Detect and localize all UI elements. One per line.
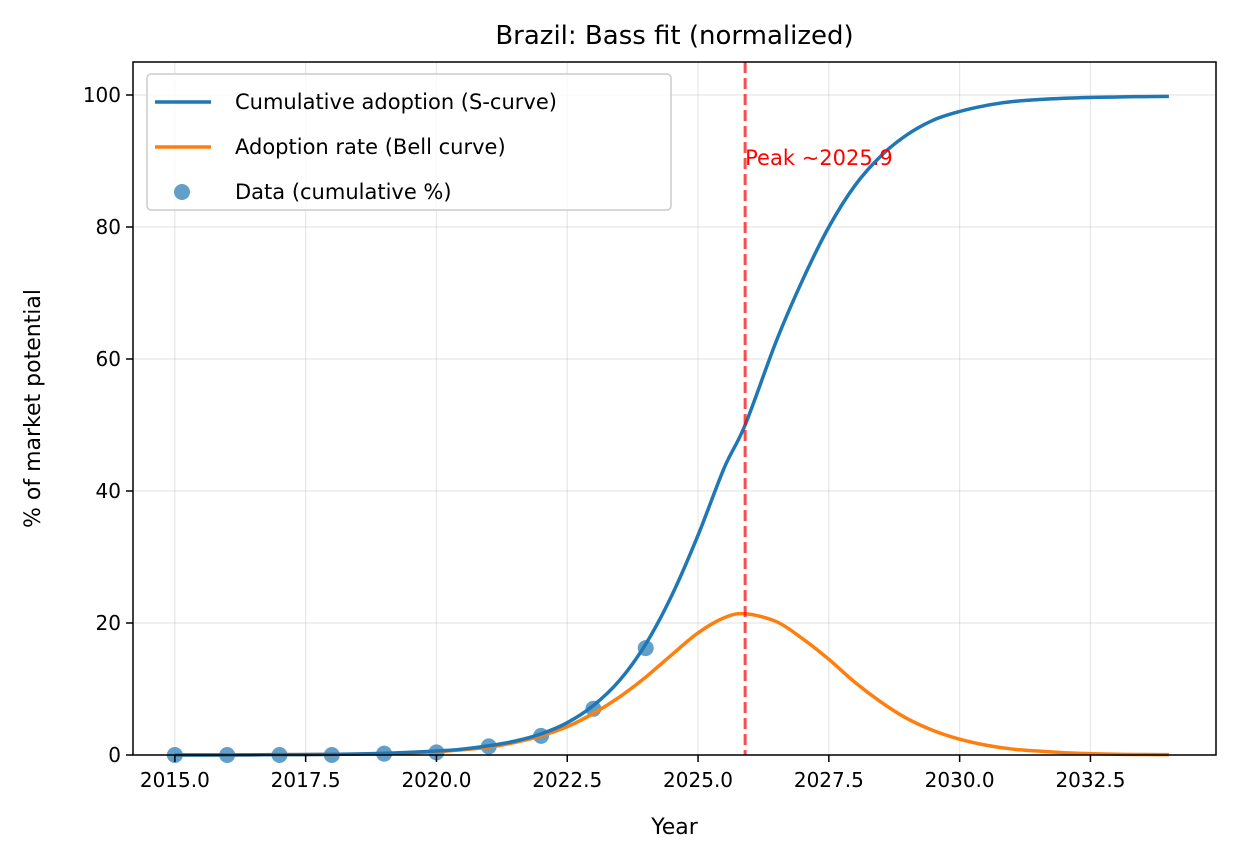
cumulative-adoption-line (174, 94, 1169, 757)
annotation-layer: Peak ~2025.9 (743, 62, 893, 755)
x-tick-label: 2030.0 (925, 768, 995, 792)
x-tick-label: 2015.0 (140, 768, 210, 792)
legend-label: Data (cumulative %) (235, 180, 452, 204)
x-tick-label: 2020.0 (401, 768, 471, 792)
legend-label: Adoption rate (Bell curve) (235, 135, 506, 159)
peak-annotation: Peak ~2025.9 (745, 146, 893, 170)
y-axis-label: % of market potential (21, 289, 46, 528)
legend-box (146, 73, 672, 211)
axis-ticks: 2015.0 2017.5 2020.0 2022.5 2025.0 2027.5 2030… (83, 83, 1126, 792)
legend-label: Cumulative adoption (S-curve) (235, 90, 557, 114)
series-layer (166, 94, 1169, 763)
y-tick-label: 0 (108, 743, 121, 767)
x-tick-label: 2017.5 (271, 768, 341, 792)
x-tick-label: 2032.5 (1055, 768, 1125, 792)
y-tick-label: 20 (96, 611, 121, 635)
legend: Cumulative adoption (S-curve) Adoption ra… (146, 73, 672, 211)
y-tick-label: 100 (83, 83, 121, 107)
x-tick-label: 2027.5 (794, 768, 864, 792)
legend-marker-scatter (174, 184, 190, 200)
chart-title: Brazil: Bass fit (normalized) (495, 21, 853, 51)
y-tick-label: 40 (96, 479, 121, 503)
plot-area-frame (132, 61, 1217, 756)
y-tick-label: 80 (96, 215, 121, 239)
x-tick-label: 2025.0 (663, 768, 733, 792)
x-tick-label: 2022.5 (532, 768, 602, 792)
y-tick-label: 60 (96, 347, 121, 371)
x-axis-label: Year (650, 815, 699, 840)
